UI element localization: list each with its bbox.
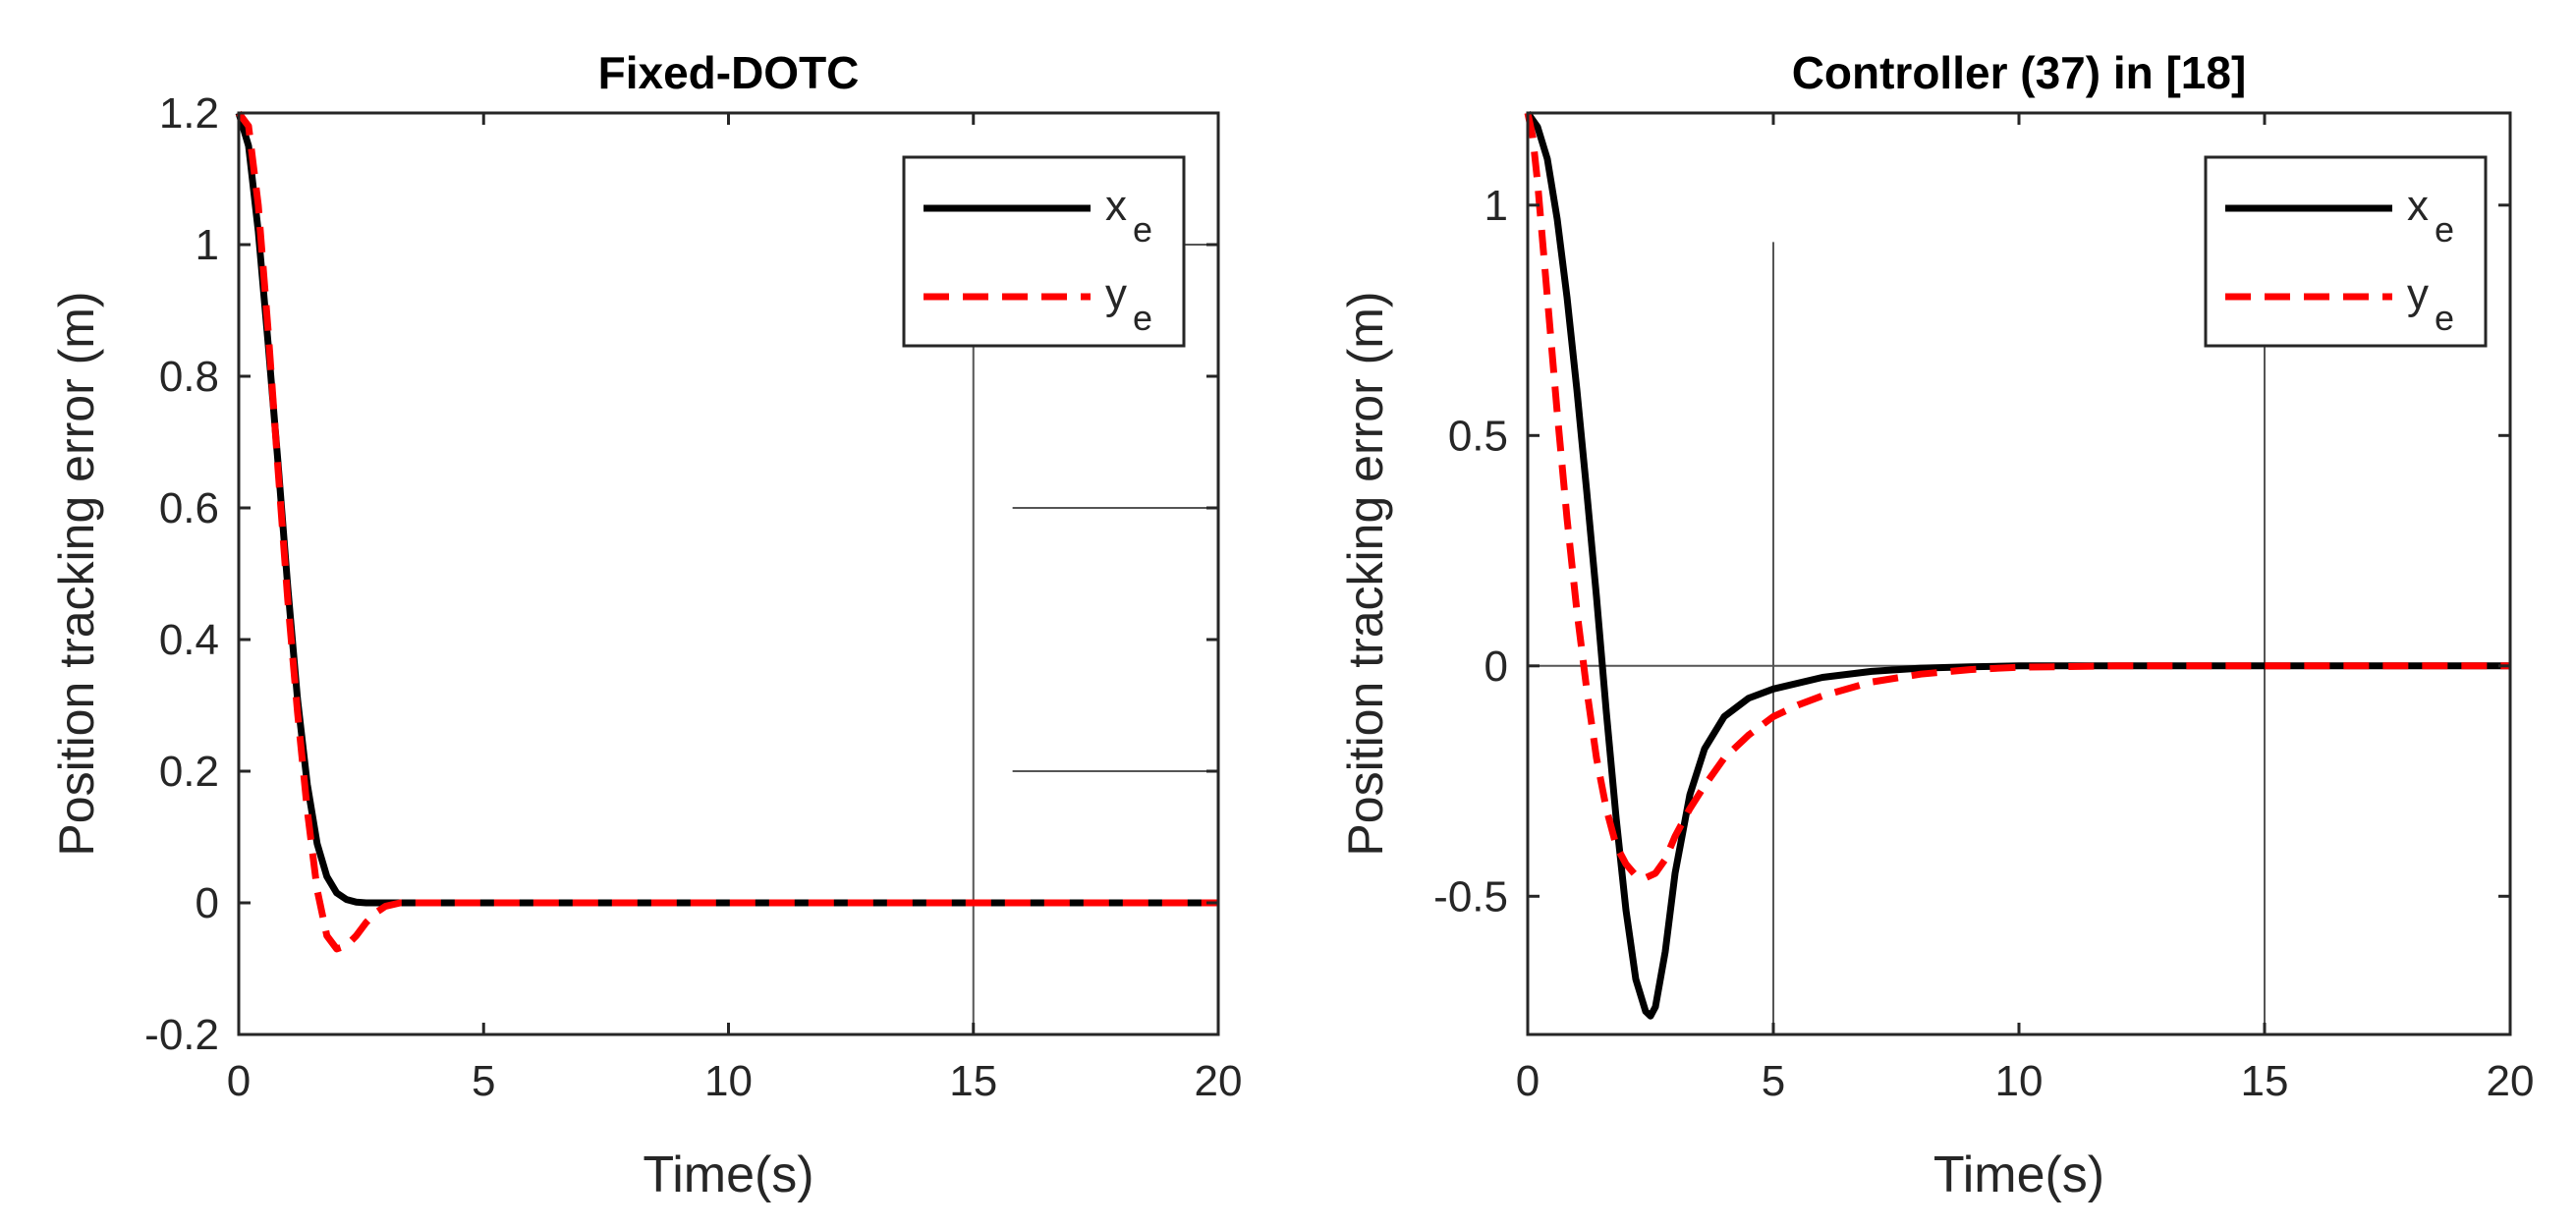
x-tick-label: 20: [1195, 1057, 1243, 1105]
legend-label-subscript: e: [2435, 298, 2454, 338]
y-axis-label: Position tracking error (m): [49, 291, 104, 856]
y-tick-label: 0: [1484, 642, 1508, 691]
y-tick-label: 0.2: [159, 748, 219, 796]
x-tick-label: 5: [472, 1057, 495, 1105]
legend-label-subscript: e: [1133, 298, 1152, 338]
x-tick-label: 15: [2241, 1057, 2289, 1105]
x-axis-label: Time(s): [1933, 1146, 2104, 1203]
x-tick-label: 20: [2487, 1057, 2535, 1105]
y-tick-label: 1: [1484, 182, 1508, 230]
y-axis-label: Position tracking error (m): [1338, 291, 1393, 856]
legend-box: [2204, 155, 2488, 348]
y-tick-label: 0.5: [1448, 412, 1508, 460]
series-line-ye: [236, 110, 1218, 953]
y-tick-label: -0.5: [1433, 872, 1508, 921]
chart-title: Fixed-DOTC: [598, 47, 860, 98]
x-tick-label: 0: [227, 1057, 251, 1105]
x-tick-label: 10: [704, 1057, 753, 1105]
chart-title: Controller (37) in [18]: [1792, 47, 2247, 98]
legend-label-subscript: e: [2435, 209, 2454, 250]
series-line-xe: [1525, 110, 2510, 1020]
y-tick-label: 0: [196, 879, 219, 927]
x-tick-label: 5: [1762, 1057, 1785, 1105]
y-tick-label: 0.4: [159, 616, 219, 664]
y-tick-label: 0.8: [159, 353, 219, 401]
legend-label-base: x: [1105, 182, 1127, 230]
legend-label-subscript: e: [1133, 209, 1152, 250]
legend-label-base: y: [1105, 270, 1127, 318]
panel-fixed-dotc: 0 5 10 15 20-0.200.20.40.60.811.2Fixed-DOTCT…: [49, 47, 1242, 1203]
y-tick-label: 0.6: [159, 484, 219, 532]
legend-label-base: x: [2407, 182, 2429, 230]
legend-label-base: y: [2407, 270, 2429, 318]
panel-controller-37: 0 5 10 15 20 -0.5 0 0.5 1 Controller (37) in [18]…: [1338, 47, 2534, 1203]
y-tick-label: -0.2: [144, 1011, 219, 1059]
x-tick-label: 0: [1516, 1057, 1540, 1105]
y-tick-label: 1: [196, 221, 219, 269]
legend-box: [902, 155, 1186, 348]
x-tick-label: 15: [949, 1057, 997, 1105]
series-line-ye: [1524, 112, 2510, 881]
y-tick-label: 1.2: [159, 89, 219, 138]
x-axis-label: Time(s): [643, 1146, 813, 1203]
x-tick-label: 10: [1995, 1057, 2044, 1105]
